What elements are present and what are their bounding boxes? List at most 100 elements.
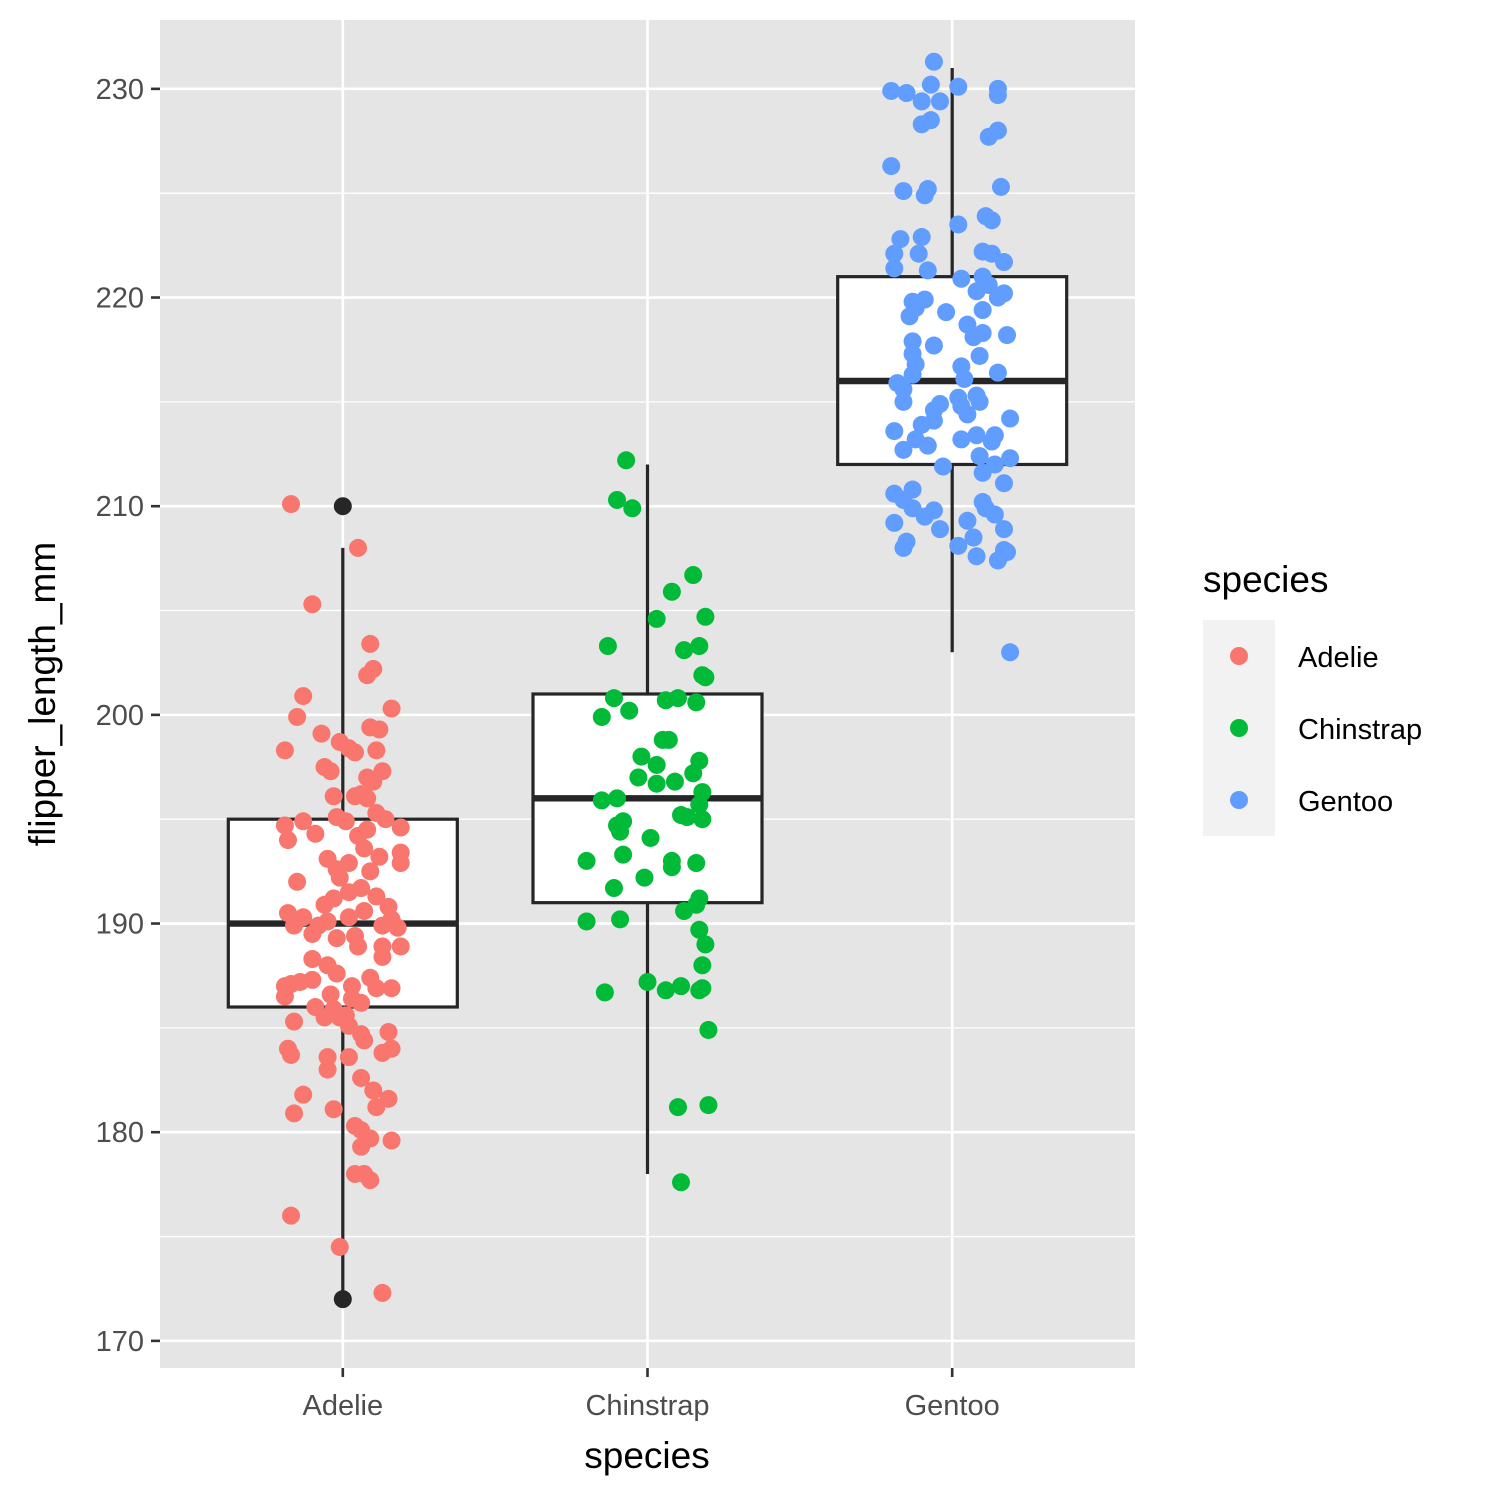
data-point-adelie [278, 831, 297, 850]
data-point-chinstrap [608, 490, 627, 509]
y-tick-label: 210 [96, 491, 144, 523]
data-point-chinstrap [577, 851, 596, 870]
data-point-gentoo [912, 228, 931, 247]
data-point-chinstrap [684, 764, 703, 783]
legend: species Adelie Chinstrap Gentoo [1203, 559, 1422, 836]
legend-key [1230, 647, 1248, 665]
data-point-chinstrap [672, 977, 691, 996]
data-point-gentoo [967, 547, 986, 566]
data-point-chinstrap [693, 810, 712, 829]
data-point-adelie [361, 862, 380, 881]
data-point-gentoo [994, 520, 1013, 539]
data-point-chinstrap [635, 868, 654, 887]
x-tick-label: Adelie [303, 1390, 384, 1422]
data-point-adelie [275, 816, 294, 835]
x-axis-title: species [584, 1435, 709, 1476]
data-point-adelie [318, 1048, 337, 1067]
data-point-chinstrap [699, 1020, 718, 1039]
data-point-adelie [370, 847, 389, 866]
y-tick-label: 170 [96, 1326, 144, 1358]
data-point-adelie [285, 916, 304, 935]
data-point-gentoo [897, 84, 916, 103]
legend-item-adelie: Adelie [1230, 642, 1379, 674]
data-point-adelie [306, 824, 325, 843]
data-point-chinstrap [647, 609, 666, 628]
data-point-gentoo [970, 447, 989, 466]
data-point-chinstrap [665, 772, 684, 791]
data-point-adelie [382, 979, 401, 998]
data-point-gentoo [979, 127, 998, 146]
data-point-chinstrap [608, 789, 627, 808]
data-point-adelie [275, 741, 294, 760]
data-point-adelie [364, 772, 383, 791]
data-point-chinstrap [592, 791, 611, 810]
data-point-gentoo [918, 436, 937, 455]
data-point-chinstrap [690, 795, 709, 814]
y-tick-label: 180 [96, 1117, 144, 1149]
data-point-chinstrap [614, 845, 633, 864]
data-point-gentoo [970, 346, 989, 365]
data-point-gentoo [967, 282, 986, 301]
legend-label: Chinstrap [1298, 714, 1422, 746]
data-point-gentoo [885, 244, 904, 263]
data-point-adelie [294, 687, 313, 706]
data-point-chinstrap [638, 972, 657, 991]
data-point-gentoo [982, 211, 1001, 230]
data-point-gentoo [964, 528, 983, 547]
data-point-adelie [285, 1012, 304, 1031]
legend-key [1230, 719, 1248, 737]
data-point-adelie [346, 743, 364, 762]
data-point-chinstrap [678, 808, 697, 827]
data-point-adelie [391, 854, 410, 873]
data-point-gentoo [882, 81, 901, 100]
data-point-chinstrap [632, 747, 651, 766]
data-point-chinstrap [690, 920, 709, 939]
data-point-adelie [355, 839, 374, 858]
data-point-adelie [330, 868, 349, 887]
data-point-gentoo [998, 326, 1017, 345]
data-point-adelie [367, 1098, 386, 1117]
data-point-adelie [373, 916, 392, 935]
data-point-chinstrap [672, 1173, 691, 1192]
data-point-gentoo [973, 463, 992, 482]
data-point-gentoo [885, 513, 904, 532]
data-point-adelie [327, 964, 346, 983]
data-point-gentoo [958, 511, 977, 530]
y-tick-label: 230 [96, 74, 144, 106]
data-point-adelie [321, 985, 340, 1004]
data-point-chinstrap [699, 1096, 718, 1115]
data-point-gentoo [903, 365, 922, 384]
data-point-chinstrap [696, 935, 715, 954]
data-point-adelie [382, 699, 401, 718]
data-point-adelie [361, 634, 380, 653]
data-point-chinstrap [647, 755, 666, 774]
data-point-chinstrap [684, 566, 703, 585]
data-point-gentoo [918, 261, 937, 280]
data-point-gentoo [894, 392, 913, 411]
data-point-gentoo [1001, 449, 1020, 468]
data-point-gentoo [894, 380, 913, 399]
data-point-chinstrap [617, 451, 636, 470]
data-point-adelie [373, 1043, 392, 1062]
data-point-gentoo [982, 432, 1001, 451]
data-point-gentoo [900, 307, 919, 326]
data-point-chinstrap [656, 981, 675, 1000]
data-point-chinstrap [690, 637, 709, 656]
outlier-point [333, 1290, 352, 1309]
data-point-gentoo [915, 507, 934, 526]
data-point-gentoo [924, 52, 943, 71]
data-point-adelie [388, 918, 407, 937]
data-point-chinstrap [598, 637, 617, 656]
data-point-chinstrap [668, 689, 687, 708]
data-point-chinstrap [687, 693, 706, 712]
legend-item-chinstrap: Chinstrap [1230, 714, 1422, 746]
data-point-gentoo [924, 336, 943, 355]
data-point-adelie [355, 1031, 374, 1050]
data-point-adelie [339, 883, 358, 902]
data-point-adelie [391, 818, 410, 837]
data-point-adelie [282, 1206, 301, 1225]
data-point-gentoo [949, 215, 968, 234]
data-point-adelie [352, 1068, 371, 1087]
data-point-adelie [355, 902, 374, 921]
